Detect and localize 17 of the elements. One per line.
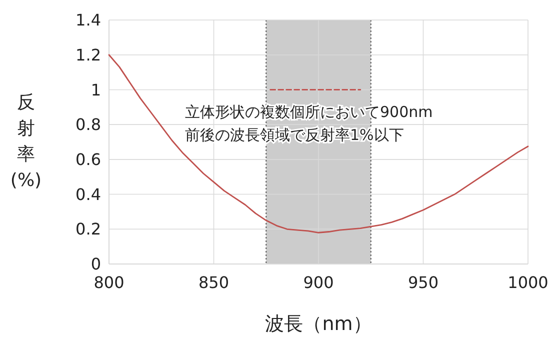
x-tick-label: 800 xyxy=(94,273,124,292)
y-tick-label: 0.8 xyxy=(76,115,101,134)
x-tick-label: 850 xyxy=(198,273,230,292)
x-axis-title: 波長（nm） xyxy=(265,313,372,335)
y-tick-label: 1 xyxy=(90,80,101,100)
y-tick-label: 0.4 xyxy=(76,184,101,204)
y-axis-title: 反射率(%) xyxy=(10,92,42,191)
x-tick-label: 900 xyxy=(303,273,334,292)
y-tick-label: 0.2 xyxy=(76,220,101,239)
annotation: 立体形状の複数個所において900nm 前後の波長領域で反射率1%以下 xyxy=(185,103,433,144)
y-tick-label: 0.6 xyxy=(76,150,101,170)
x-tick-label: 1000 xyxy=(508,273,548,292)
y-tick-label: 1.4 xyxy=(76,10,101,30)
x-tick-label: 950 xyxy=(408,273,439,292)
y-tick-label: 1.2 xyxy=(76,45,101,64)
y-tick-label: 0 xyxy=(90,254,101,274)
line-series xyxy=(108,54,529,234)
